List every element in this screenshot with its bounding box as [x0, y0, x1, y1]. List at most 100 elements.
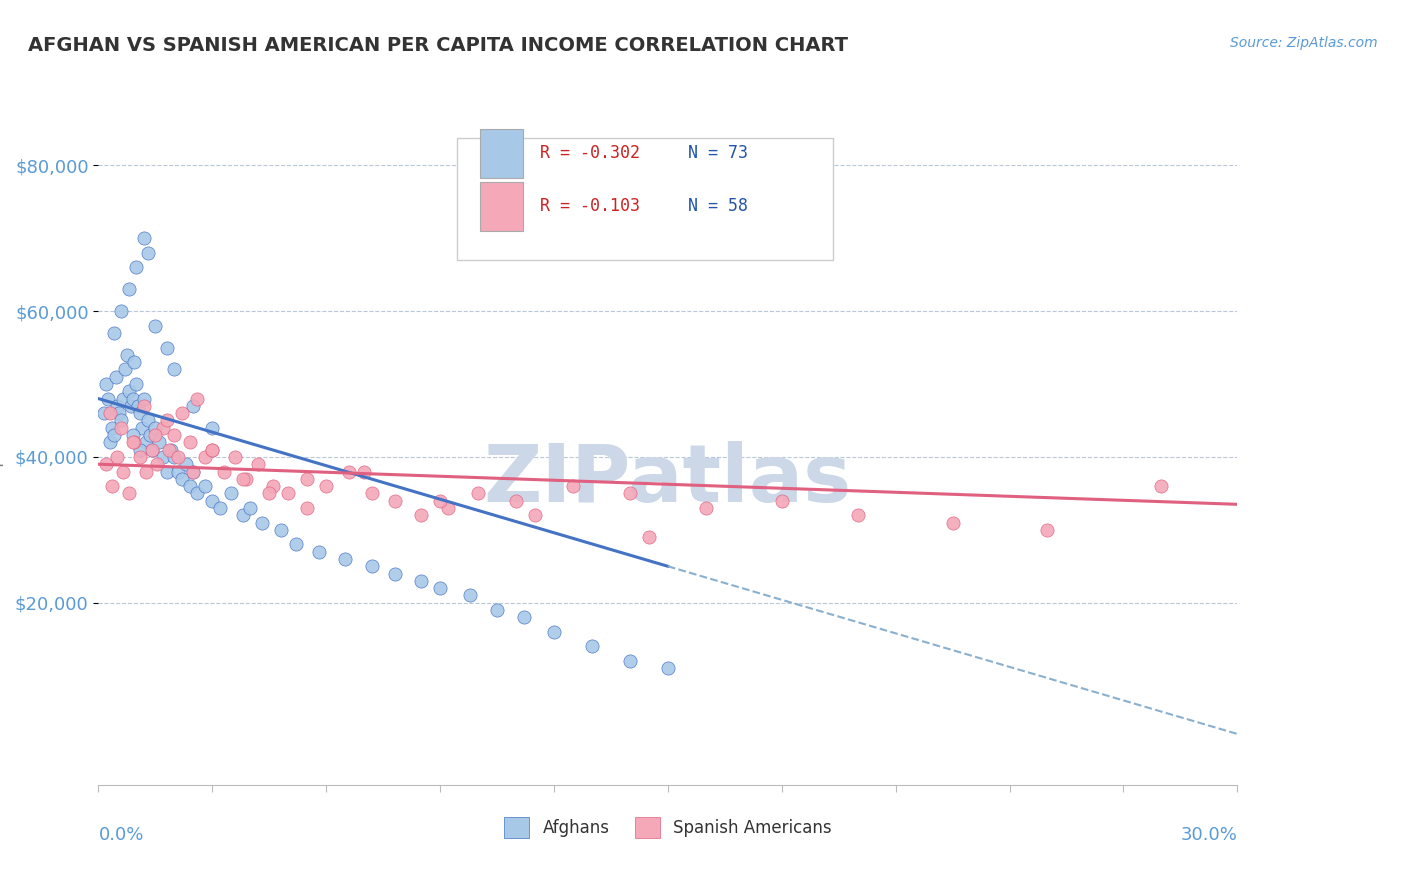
Point [118, 282, 141, 296]
Point [112, 465, 135, 479]
Point [145, 421, 167, 435]
Point [297, 472, 319, 486]
Point [100, 421, 122, 435]
Point [97, 392, 120, 406]
Point [135, 465, 157, 479]
Point [129, 442, 152, 457]
Point [250, 516, 273, 530]
Point [170, 406, 193, 420]
FancyBboxPatch shape [457, 137, 832, 260]
Point [208, 500, 231, 515]
Point [201, 442, 224, 457]
Point [695, 500, 717, 515]
Point [360, 559, 382, 574]
Point [179, 435, 201, 450]
Point [337, 465, 360, 479]
Point [112, 392, 135, 406]
Point [132, 231, 155, 245]
Text: ZIPatlas: ZIPatlas [484, 441, 852, 519]
Point [124, 355, 146, 369]
Point [543, 624, 565, 639]
Point [657, 661, 679, 675]
Point [460, 589, 482, 603]
Point [93, 406, 115, 420]
Point [132, 392, 155, 406]
Point [145, 428, 167, 442]
Point [183, 465, 205, 479]
Point [145, 318, 167, 333]
Point [186, 486, 208, 500]
Point [239, 500, 262, 515]
Point [308, 544, 330, 558]
Text: Source: ZipAtlas.com: Source: ZipAtlas.com [1230, 36, 1378, 50]
Point [132, 399, 155, 413]
Point [581, 640, 603, 654]
Point [467, 486, 489, 500]
Point [136, 413, 159, 427]
Point [98, 406, 121, 420]
Point [235, 472, 257, 486]
Point [136, 245, 159, 260]
Point [942, 516, 965, 530]
Point [156, 413, 179, 427]
Point [120, 399, 142, 413]
Point [131, 421, 153, 435]
Point [232, 472, 254, 486]
Point [103, 326, 125, 340]
Point [232, 508, 254, 523]
Point [129, 450, 152, 464]
Point [141, 442, 163, 457]
Point [125, 260, 148, 275]
Point [121, 435, 143, 450]
Point [127, 399, 149, 413]
Point [429, 581, 451, 595]
Point [107, 399, 129, 413]
Point [110, 421, 132, 435]
Text: R = -0.103: R = -0.103 [540, 197, 640, 216]
Point [135, 435, 157, 450]
Point [125, 377, 148, 392]
Text: N = 73: N = 73 [689, 145, 748, 162]
Point [384, 566, 406, 581]
Point [94, 457, 117, 471]
Point [212, 465, 235, 479]
Point [411, 574, 433, 588]
Point [94, 377, 117, 392]
Point [110, 413, 132, 427]
Point [141, 442, 163, 457]
Point [156, 465, 179, 479]
Point [270, 523, 292, 537]
Point [157, 442, 180, 457]
Point [100, 479, 122, 493]
FancyBboxPatch shape [479, 129, 523, 178]
Point [108, 406, 131, 420]
Point [104, 369, 127, 384]
Point [1036, 523, 1059, 537]
Point [315, 479, 337, 493]
Point [167, 465, 190, 479]
Point [846, 508, 869, 523]
Point [107, 450, 129, 464]
Point [110, 304, 132, 318]
Text: AFGHAN VS SPANISH AMERICAN PER CAPITA INCOME CORRELATION CHART: AFGHAN VS SPANISH AMERICAN PER CAPITA IN… [28, 36, 848, 54]
Point [384, 493, 406, 508]
Text: N = 58: N = 58 [689, 197, 748, 216]
Point [118, 486, 141, 500]
Point [183, 399, 205, 413]
Point [138, 428, 160, 442]
Point [156, 341, 179, 355]
Point [277, 486, 299, 500]
Point [98, 435, 121, 450]
Text: 0.0%: 0.0% [98, 826, 143, 844]
Point [224, 450, 246, 464]
Point [148, 435, 170, 450]
Point [194, 450, 217, 464]
Point [619, 486, 641, 500]
Point [152, 421, 174, 435]
Point [121, 392, 143, 406]
Point [163, 362, 186, 376]
Point [411, 508, 433, 523]
Point [638, 530, 661, 544]
Point [103, 428, 125, 442]
Point [1150, 479, 1173, 493]
